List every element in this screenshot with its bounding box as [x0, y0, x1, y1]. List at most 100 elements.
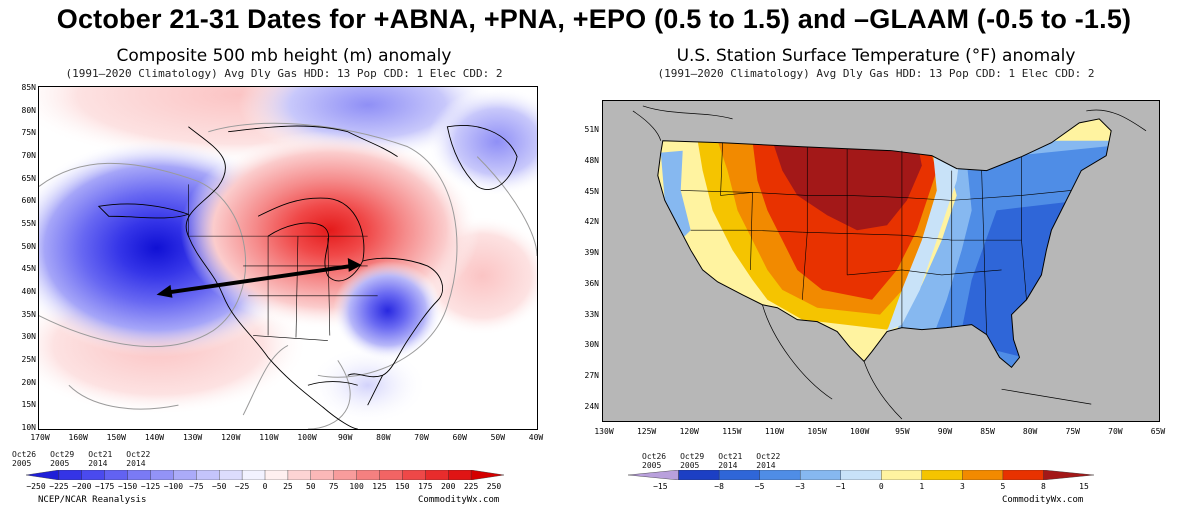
contour-line — [68, 384, 179, 410]
analog-date-day: Oct21 — [718, 452, 743, 461]
lat-tick-label: 10N — [21, 423, 36, 432]
contour-line — [242, 345, 289, 416]
colorbar-label: 5 — [1000, 482, 1006, 491]
analog-date: Oct29 2005 — [680, 452, 704, 470]
reanalysis-credit: NCEP/NCAR Reanalysis — [38, 495, 147, 505]
colorbar-swatch — [962, 470, 1004, 480]
colorbar-swatch — [759, 470, 801, 480]
lon-tick-label: 60W — [452, 433, 467, 442]
analog-date: Oct21 2014 — [88, 450, 112, 468]
lon-tick-label: 80W — [376, 433, 391, 442]
temperature-anomaly-panel: U.S. Station Surface Temperature (°F) an… — [570, 46, 1182, 508]
colorbar-swatch — [840, 470, 882, 480]
colorbar-label: −250 — [26, 482, 46, 491]
colorbar-swatch — [678, 470, 720, 480]
colorbar-swatch — [287, 470, 312, 480]
lat-tick-label: 65N — [21, 173, 36, 183]
height-anomaly-map — [38, 86, 538, 430]
analog-dates: Oct26 2005 Oct29 2005 Oct21 2014 Oct22 2014 — [642, 452, 780, 470]
lon-tick-label: 100W — [297, 433, 317, 442]
colorbar-label: 100 — [349, 482, 364, 491]
temperature-anomaly-map — [602, 100, 1160, 422]
lon-tick-label: 65W — [1150, 427, 1166, 436]
analog-date-day: Oct29 — [680, 452, 705, 461]
lon-tick-label: 105W — [807, 427, 827, 436]
greenland-outline — [446, 125, 518, 190]
analog-date-day: Oct26 — [12, 450, 37, 459]
colorbar-svg — [628, 470, 1094, 480]
lon-tick-label: 150W — [106, 433, 126, 442]
analog-date-day: Oct26 — [642, 452, 667, 461]
colorbar-swatch — [196, 470, 220, 480]
lat-tick-label: 36N — [584, 278, 599, 288]
analog-date: Oct22 2014 — [756, 452, 780, 470]
lon-tick-label: 85W — [980, 427, 995, 436]
lat-tick-label: 24N — [584, 402, 599, 411]
canada-coastline — [632, 110, 662, 141]
height-anomaly-panel: Composite 500 mb height (m) anomaly (199… — [8, 46, 560, 508]
lon-tick-label: 160W — [68, 433, 88, 442]
colorbar-label: 175 — [418, 482, 433, 491]
lat-tick-label: 35N — [21, 309, 36, 319]
state-line — [847, 269, 1002, 276]
colorbar-label: −225 — [49, 482, 69, 491]
colorbar-label: −100 — [163, 482, 184, 491]
lat-tick-label: 51N — [584, 125, 599, 134]
colorbar-swatch — [356, 470, 381, 480]
lon-tick-label: 70W — [414, 433, 429, 442]
height-anomaly-map-svg — [39, 87, 537, 429]
colorbar-label: 15 — [1079, 482, 1089, 491]
colorbar-label: 25 — [283, 482, 293, 491]
commoditywx-credit: CommodityWx.com — [418, 495, 500, 505]
temperature-anomaly-map-svg — [603, 101, 1159, 421]
arctic-coastline — [228, 125, 398, 157]
canada-coastline — [1086, 109, 1147, 132]
mexico-coastline — [863, 361, 903, 420]
colorbar-label: −75 — [189, 482, 204, 491]
colorbar-swatch — [127, 470, 152, 480]
lat-tick-label: 75N — [21, 128, 36, 138]
analog-date: Oct21 2014 — [718, 452, 742, 470]
colorbar-swatch — [1002, 470, 1045, 480]
colorbar-label: 200 — [440, 482, 456, 491]
colorbar-label: −50 — [211, 482, 227, 491]
lat-tick-label: 42N — [584, 217, 599, 227]
lon-tick-label: 130W — [182, 433, 203, 442]
colorbar-label: −150 — [117, 482, 138, 491]
mexico-coastline — [762, 304, 833, 400]
analog-date-day: Oct22 — [126, 450, 151, 459]
contour-line — [476, 156, 537, 257]
state-line — [690, 229, 803, 233]
lon-tick-label: 50W — [490, 433, 506, 442]
colorbar-label: −125 — [140, 482, 161, 491]
colorbar-swatch — [425, 470, 449, 480]
height-anomaly-title: Composite 500 mb height (m) anomaly — [116, 46, 452, 66]
gulf-coastline — [307, 381, 358, 386]
lat-tick-label: 40N — [21, 287, 36, 296]
temp-band-zero — [886, 140, 962, 332]
colorbar-swatch — [310, 470, 335, 480]
colorbar-swatch — [26, 470, 60, 480]
lat-tick-label: 15N — [21, 400, 36, 410]
lat-tick-label: 30N — [21, 332, 36, 342]
colorbar-swatch — [470, 470, 504, 480]
analog-date-day: Oct29 — [50, 450, 75, 459]
lat-tick-label: 60N — [21, 196, 36, 206]
analog-date-day: Oct21 — [88, 450, 113, 459]
temperature-colorbar — [628, 470, 1094, 480]
colorbar-swatch — [173, 470, 197, 480]
colorbar-label: −5 — [754, 482, 765, 491]
pacific-coastline — [185, 126, 358, 429]
analog-date-year: 2005 — [50, 459, 70, 468]
colorbar-swatch — [333, 470, 358, 480]
lat-tick-label: 27N — [584, 371, 599, 381]
lat-tick-label: 20N — [21, 377, 36, 387]
lon-tick-label: 80W — [1022, 427, 1038, 436]
lon-tick-label: 170W — [30, 433, 50, 442]
hudson-bay-outline — [257, 197, 365, 282]
greenland-blue-area — [427, 87, 537, 197]
lon-tick-label: 120W — [679, 427, 699, 436]
colorbar-label: 0 — [262, 482, 268, 491]
analog-date: Oct22 2014 — [126, 450, 150, 468]
lat-tick-label: 33N — [584, 309, 599, 319]
